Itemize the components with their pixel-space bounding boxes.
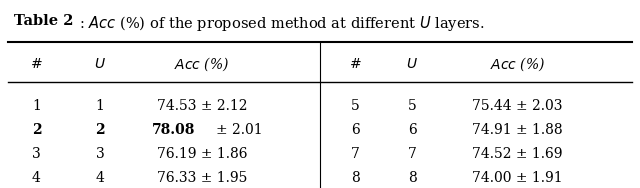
- Text: 74.00 ± 1.91: 74.00 ± 1.91: [472, 171, 563, 185]
- Text: Table 2: Table 2: [14, 14, 74, 28]
- Text: 76.33 ± 1.95: 76.33 ± 1.95: [157, 171, 247, 185]
- Text: $\#$: $\#$: [30, 57, 43, 71]
- Text: 5: 5: [351, 99, 360, 113]
- Text: 76.19 ± 1.86: 76.19 ± 1.86: [157, 147, 248, 161]
- Text: 3: 3: [96, 147, 104, 161]
- Text: $U$: $U$: [406, 57, 419, 71]
- Text: 74.52 ± 1.69: 74.52 ± 1.69: [472, 147, 563, 161]
- Text: 1: 1: [96, 99, 104, 113]
- Text: 3: 3: [32, 147, 41, 161]
- Text: 4: 4: [96, 171, 104, 185]
- Text: 74.91 ± 1.88: 74.91 ± 1.88: [472, 123, 563, 137]
- Text: 8: 8: [351, 171, 360, 185]
- Text: : $\mathit{Acc}$ (%) of the proposed method at different $\mathit{U}$ layers.: : $\mathit{Acc}$ (%) of the proposed met…: [79, 14, 484, 33]
- Text: 78.08: 78.08: [152, 123, 195, 137]
- Text: $U$: $U$: [94, 57, 106, 71]
- Text: 1: 1: [32, 99, 41, 113]
- Text: 7: 7: [408, 147, 417, 161]
- Text: 2: 2: [31, 123, 41, 137]
- Text: 6: 6: [351, 123, 360, 137]
- Text: 74.53 ± 2.12: 74.53 ± 2.12: [157, 99, 248, 113]
- Text: 4: 4: [32, 171, 41, 185]
- Text: 75.44 ± 2.03: 75.44 ± 2.03: [472, 99, 563, 113]
- Text: $Acc$ (%): $Acc$ (%): [490, 55, 545, 73]
- Text: 7: 7: [351, 147, 360, 161]
- Text: $Acc$ (%): $Acc$ (%): [175, 55, 230, 73]
- Text: ± 2.01: ± 2.01: [216, 123, 262, 137]
- Text: 5: 5: [408, 99, 417, 113]
- Text: 8: 8: [408, 171, 417, 185]
- Text: 6: 6: [408, 123, 417, 137]
- Text: $\#$: $\#$: [349, 57, 362, 71]
- Text: 2: 2: [95, 123, 105, 137]
